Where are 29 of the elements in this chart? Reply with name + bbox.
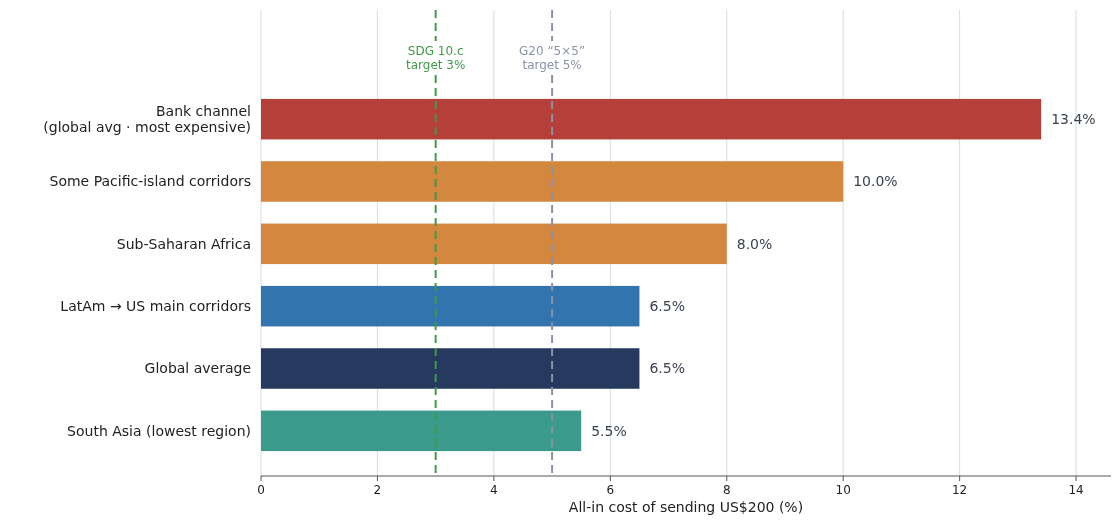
x-tick-label: 14: [1068, 483, 1084, 497]
bar: [261, 348, 640, 389]
x-tick-label: 12: [951, 483, 968, 497]
x-tick-label: 4: [490, 483, 498, 497]
ref-line-label: SDG 10.c target 3%: [405, 44, 466, 73]
data-label: 6.5%: [649, 298, 685, 315]
bar: [261, 285, 640, 327]
bar: [261, 223, 727, 265]
x-tick-label: 2: [373, 483, 382, 497]
data-label: 10.0%: [853, 173, 898, 190]
data-label: 13.4%: [1051, 111, 1096, 128]
ref-line-label: G20 “5×5” target 5%: [519, 44, 586, 73]
bar: [261, 98, 1042, 140]
x-tick-label: 8: [722, 483, 731, 497]
y-tick-label: South Asia (lowest region): [67, 422, 251, 439]
x-axis-title: All-in cost of sending US$200 (%): [568, 499, 804, 515]
y-tick-label: Sub-Saharan Africa: [116, 235, 251, 252]
data-label: 6.5%: [649, 360, 685, 377]
x-tick-label: 6: [606, 483, 615, 497]
x-tick-label: 10: [835, 483, 851, 497]
bar: [261, 161, 844, 202]
y-tick-label: Bank channel (global avg · most expensive): [43, 102, 251, 136]
data-label: 8.0%: [736, 235, 773, 252]
data-label: 5.5%: [591, 422, 627, 439]
y-tick-label: LatAm → US main corridors: [60, 298, 251, 315]
y-tick-label: Some Pacific-island corridors: [49, 173, 251, 190]
bar: [261, 410, 582, 452]
y-tick-label: Global average: [144, 360, 251, 377]
x-tick-label: 0: [257, 483, 265, 497]
